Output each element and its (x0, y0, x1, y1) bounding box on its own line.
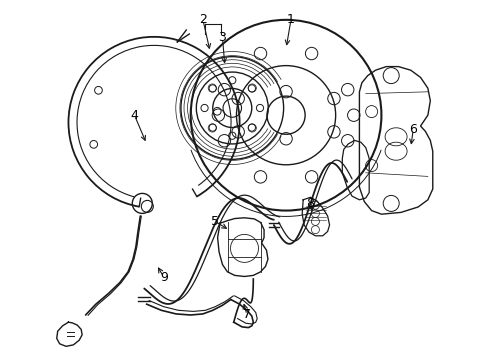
Text: 4: 4 (130, 109, 138, 122)
Text: 7: 7 (243, 309, 250, 321)
Text: 8: 8 (306, 197, 314, 210)
Text: 5: 5 (211, 215, 219, 228)
Text: 3: 3 (218, 31, 226, 44)
Text: 9: 9 (160, 271, 167, 284)
Text: 2: 2 (199, 13, 206, 26)
Text: 6: 6 (408, 123, 416, 136)
Text: 1: 1 (286, 13, 294, 26)
